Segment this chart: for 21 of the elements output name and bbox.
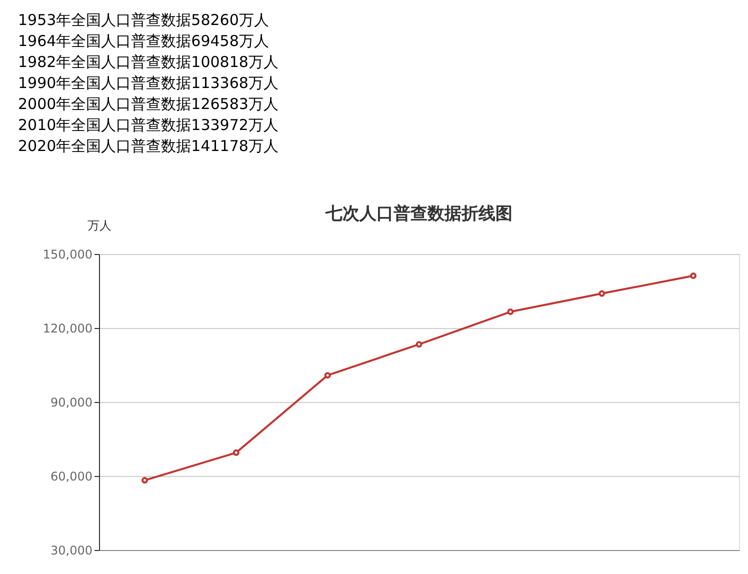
text: 1953年全国人口普查数据58260万人 bbox=[18, 11, 269, 29]
y-tick-label: 60,000 bbox=[50, 470, 92, 484]
text: 2000年全国人口普查数据126583万人 bbox=[18, 95, 278, 113]
y-tick-label: 120,000 bbox=[42, 322, 92, 336]
point bbox=[141, 477, 148, 484]
text: 1982年全国人口普查数据100818万人 bbox=[18, 53, 278, 71]
point bbox=[416, 341, 422, 348]
text: 2010年全国人口普查数据133972万人 bbox=[18, 116, 278, 134]
point bbox=[507, 308, 514, 315]
text: 1990年全国人口普查数据113368万人 bbox=[18, 74, 278, 92]
y-axis-title: 万人 bbox=[88, 218, 112, 232]
point bbox=[598, 290, 606, 297]
point bbox=[232, 449, 240, 456]
chart-title: 七次人口普查数据折线图 bbox=[324, 203, 512, 224]
point bbox=[324, 372, 331, 379]
y-tick-label: 90,000 bbox=[50, 396, 92, 410]
y-tick-label: 150,000 bbox=[42, 248, 92, 262]
text: 1964年全国人口普查数据69458万人 bbox=[18, 32, 269, 50]
text: 2020年全国人口普查数据141178万人 bbox=[18, 137, 278, 155]
point bbox=[690, 272, 697, 279]
y-tick-label: 30,000 bbox=[50, 544, 92, 558]
